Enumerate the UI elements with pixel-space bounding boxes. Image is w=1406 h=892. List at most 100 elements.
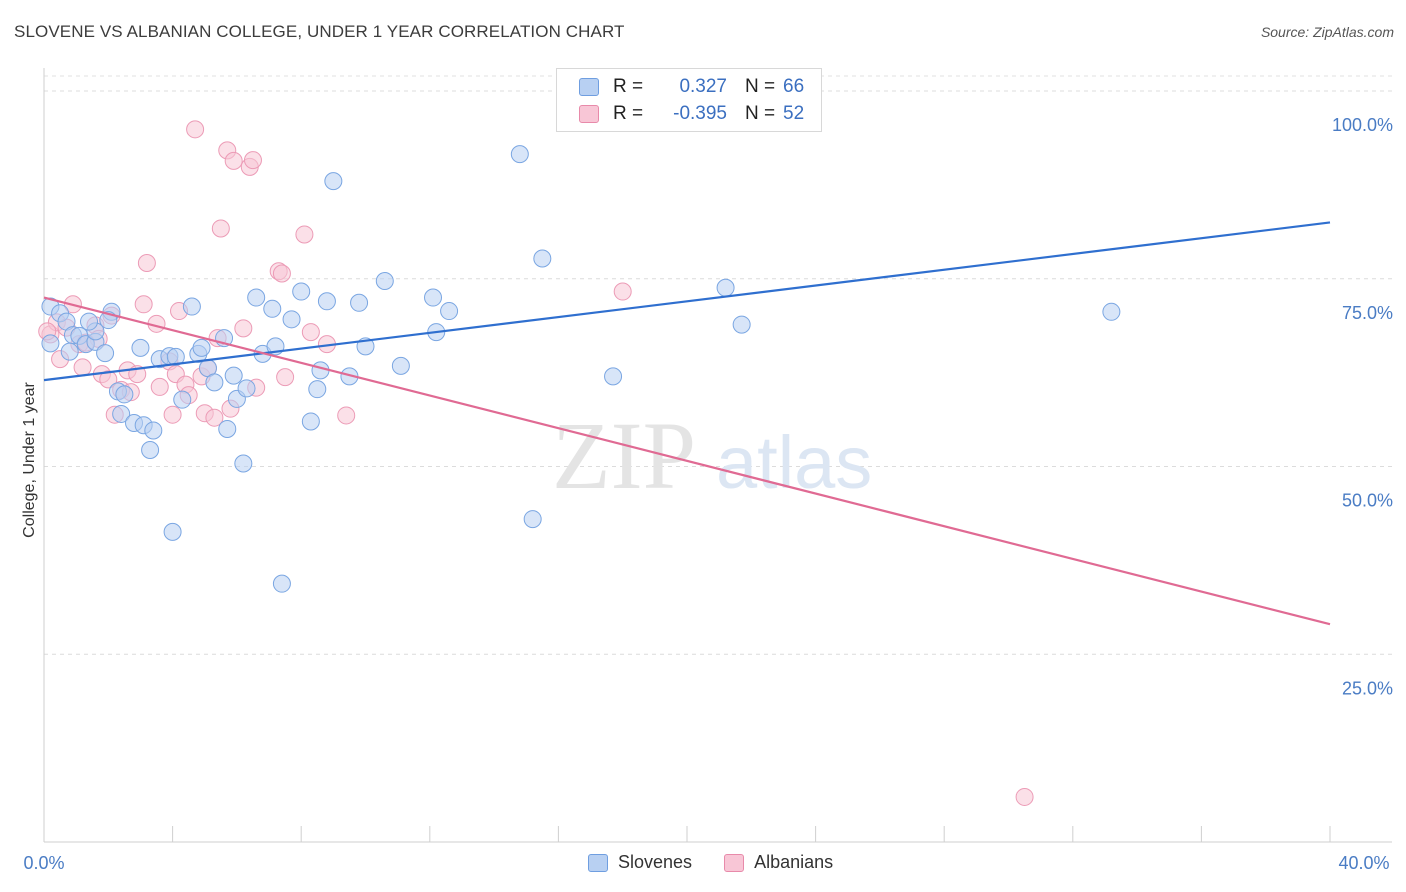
slovenes-points bbox=[41, 78, 1121, 593]
slovenes-point bbox=[533, 249, 552, 268]
slovenes-trend-line bbox=[43, 221, 1331, 382]
y-tick-labels: 25.0% 50.0% 75.0% 100.0% bbox=[1332, 115, 1393, 698]
slovenes-point bbox=[115, 385, 134, 404]
albanians-point bbox=[137, 253, 156, 272]
legend-row-albanians: R = -0.395 N = 52 bbox=[579, 101, 804, 127]
legend-item-albanians: Albanians bbox=[724, 852, 833, 873]
x-tick-label: 0.0% bbox=[23, 853, 64, 873]
albanians-point bbox=[243, 151, 262, 170]
legend-swatch-slovenes bbox=[588, 853, 608, 872]
slovenes-point bbox=[272, 574, 291, 593]
x-tick-label: 40.0% bbox=[1338, 853, 1389, 873]
slovenes-point bbox=[732, 315, 751, 334]
albanians-trend-line bbox=[43, 296, 1331, 626]
slovenes-point bbox=[308, 380, 327, 399]
watermark-atlas: atlas bbox=[716, 421, 872, 504]
albanians-point bbox=[224, 151, 243, 170]
albanians-point bbox=[276, 368, 295, 387]
slovenes-point bbox=[41, 334, 60, 353]
legend-r-value: -0.395 bbox=[673, 103, 727, 124]
axes bbox=[43, 68, 1392, 843]
slovenes-point bbox=[424, 288, 443, 307]
albanians-point bbox=[163, 405, 182, 424]
albanians-points bbox=[38, 120, 1034, 806]
slovenes-point bbox=[317, 292, 336, 311]
legend-label-albanians: Albanians bbox=[754, 852, 834, 872]
slovenes-point bbox=[440, 302, 459, 321]
slovenes-point bbox=[80, 312, 99, 331]
slovenes-point bbox=[131, 338, 150, 357]
legend-swatch-slovenes bbox=[579, 78, 599, 96]
slovenes-point bbox=[292, 282, 311, 301]
slovenes-point bbox=[112, 404, 131, 423]
x-ticks bbox=[43, 826, 1331, 842]
slovenes-point bbox=[604, 367, 623, 386]
y-axis-title: College, Under 1 year bbox=[21, 382, 38, 538]
y-tick-label: 75.0% bbox=[1342, 303, 1393, 323]
slovenes-point bbox=[224, 366, 243, 385]
slovenes-point bbox=[1102, 302, 1121, 321]
x-tick-labels: 0.0% 40.0% bbox=[23, 853, 1389, 873]
legend-n-value: 52 bbox=[783, 103, 805, 124]
slovenes-point bbox=[192, 338, 211, 357]
albanians-point bbox=[301, 323, 320, 342]
albanians-point bbox=[73, 358, 92, 377]
slovenes-point bbox=[375, 272, 394, 291]
slovenes-point bbox=[324, 172, 343, 191]
albanians-point bbox=[295, 225, 314, 244]
slovenes-point bbox=[391, 356, 410, 375]
albanians-point bbox=[134, 295, 153, 314]
legend-item-slovenes: Slovenes bbox=[588, 852, 692, 873]
legend-row-slovenes: R = 0.327 N = 66 bbox=[579, 74, 804, 100]
albanians-point bbox=[337, 406, 356, 425]
slovenes-point bbox=[205, 373, 224, 392]
legend-r-label: R = bbox=[613, 103, 644, 124]
slovenes-point bbox=[247, 288, 266, 307]
slovenes-point bbox=[350, 293, 369, 312]
slovenes-point bbox=[716, 278, 735, 297]
chart-title: SLOVENE VS ALBANIAN COLLEGE, UNDER 1 YEA… bbox=[14, 22, 625, 41]
albanians-point bbox=[272, 264, 291, 283]
slovenes-point bbox=[263, 299, 282, 318]
slovenes-point bbox=[60, 342, 79, 361]
slovenes-point bbox=[163, 522, 182, 541]
legend-r-value: 0.327 bbox=[679, 76, 727, 97]
slovenes-point bbox=[523, 510, 542, 529]
slovenes-point bbox=[144, 421, 163, 440]
slovenes-point bbox=[218, 419, 237, 438]
y-tick-label: 50.0% bbox=[1342, 491, 1393, 511]
albanians-point bbox=[186, 120, 205, 139]
albanians-point bbox=[211, 219, 230, 238]
trend-lines bbox=[43, 221, 1331, 626]
albanians-point bbox=[1015, 787, 1034, 806]
series-legend: Slovenes Albanians bbox=[588, 852, 865, 873]
legend-n-label: N = bbox=[745, 76, 776, 97]
legend-swatch-albanians bbox=[579, 105, 599, 123]
slovenes-point bbox=[234, 454, 253, 473]
y-tick-label: 25.0% bbox=[1342, 678, 1393, 698]
albanians-point bbox=[234, 319, 253, 338]
albanians-point bbox=[613, 282, 632, 301]
slovenes-point bbox=[301, 412, 320, 431]
albanians-point bbox=[150, 377, 169, 396]
slovenes-point bbox=[282, 310, 301, 329]
legend-n-label: N = bbox=[745, 103, 776, 124]
albanians-point bbox=[99, 370, 118, 389]
legend-n-value: 66 bbox=[783, 76, 805, 97]
slovenes-point bbox=[237, 379, 256, 398]
slovenes-point bbox=[510, 145, 529, 164]
slovenes-point bbox=[182, 297, 201, 316]
watermark-zip: ZIP bbox=[552, 402, 696, 509]
legend-r-label: R = bbox=[613, 76, 644, 97]
watermark: ZIP atlas bbox=[552, 402, 872, 509]
slovenes-point bbox=[141, 440, 160, 459]
correlation-legend: R = 0.327 N = 66 R = -0.395 N = 52 bbox=[556, 68, 822, 132]
albanians-point bbox=[205, 408, 224, 427]
legend-label-slovenes: Slovenes bbox=[618, 852, 693, 872]
slovenes-point bbox=[166, 347, 185, 366]
y-tick-label: 100.0% bbox=[1332, 115, 1393, 135]
slovenes-point bbox=[173, 390, 192, 409]
legend-swatch-albanians bbox=[724, 853, 745, 872]
slovenes-point bbox=[96, 344, 115, 363]
